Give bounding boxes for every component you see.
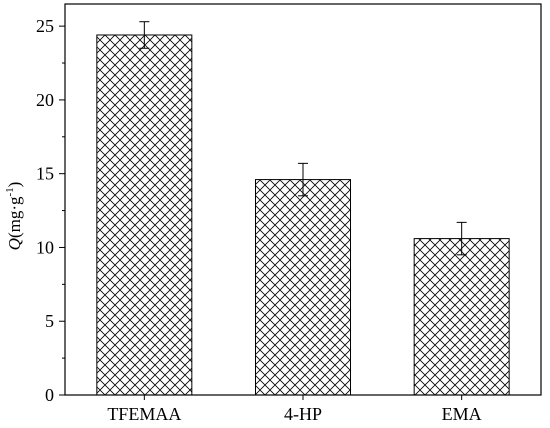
error-bar <box>298 162 308 197</box>
x-tick-label: TFEMAA <box>107 404 181 424</box>
y-axis-ticks: 0 5 10 15 20 25 <box>36 16 65 405</box>
y-tick-label: 20 <box>36 90 54 110</box>
bar-4-hp <box>255 179 351 396</box>
error-bar <box>456 221 467 256</box>
y-tick-label: 15 <box>36 164 54 184</box>
y-tick-label: 10 <box>36 237 54 257</box>
y-axis-label: Q(mg·g-1) <box>4 182 24 251</box>
y-axis-label-symbol: Q <box>5 238 24 250</box>
bar-series <box>96 34 510 396</box>
y-tick-label: 25 <box>36 16 54 36</box>
error-bar-group <box>139 21 467 256</box>
x-axis-ticks: TFEMAA 4-HP EMA <box>107 395 482 424</box>
y-axis-label-exponent: -1 <box>4 187 16 196</box>
bar-tfemaa <box>96 34 193 396</box>
y-tick-label: 5 <box>45 311 54 331</box>
y-axis-label-unit: (mg·g <box>5 196 24 238</box>
x-tick-label: 4-HP <box>284 404 322 424</box>
y-tick-label: 0 <box>45 385 54 405</box>
bar-ema <box>413 238 510 396</box>
x-tick-label: EMA <box>442 404 482 424</box>
error-bar <box>139 21 150 49</box>
y-axis-label-close: ) <box>5 182 24 188</box>
